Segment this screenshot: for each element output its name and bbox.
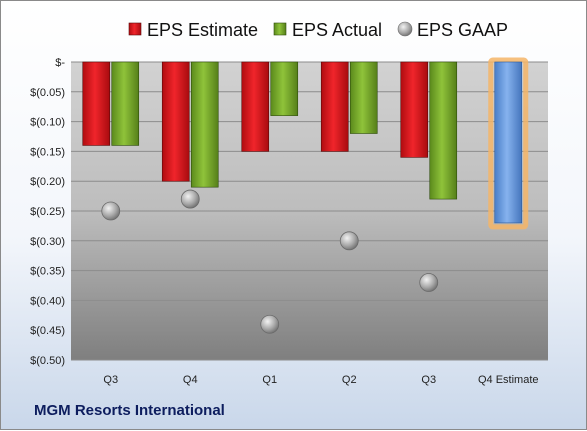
point-eps-gaap — [419, 273, 439, 292]
point-eps-gaap — [180, 189, 200, 209]
bars — [82, 57, 529, 230]
bar-eps-estimate — [161, 61, 190, 182]
y-tick-label: $- — [55, 57, 65, 69]
y-tick-label: $(0.40) — [30, 295, 65, 307]
point-eps-gaap — [101, 201, 121, 221]
company-name: MGM Resorts International — [34, 402, 225, 419]
x-tick-label: Q4 — [183, 374, 198, 386]
x-tick-label: Q2 — [342, 374, 357, 386]
legend-label: EPS Actual — [292, 20, 382, 40]
legend-label: EPS GAAP — [417, 20, 508, 40]
bar-eps-estimate — [241, 61, 270, 152]
y-tick-label: $(0.15) — [30, 146, 65, 158]
y-tick-label: $(0.45) — [30, 325, 65, 337]
bar-eps-actual — [190, 61, 219, 188]
bar-q4-estimate — [494, 61, 523, 224]
bar-eps-estimate — [400, 61, 429, 158]
point-eps-gaap — [260, 314, 280, 334]
bar-eps-actual — [111, 61, 140, 146]
legend-label: EPS Estimate — [147, 20, 258, 40]
legend-swatch-eps-gaap — [397, 21, 413, 37]
x-tick-label: Q4 Estimate — [478, 374, 539, 386]
q4-estimate-highlight — [488, 57, 529, 230]
bar-eps-actual — [349, 61, 378, 134]
y-tick-label: $(0.35) — [30, 266, 65, 278]
legend-swatch-eps-estimate — [128, 22, 142, 36]
bar-eps-estimate — [82, 61, 111, 146]
x-tick-label: Q3 — [103, 374, 118, 386]
y-tick-label: $(0.25) — [30, 206, 65, 218]
legend: EPS Estimate EPS Actual EPS GAAP — [128, 20, 508, 40]
gridlines — [71, 61, 548, 361]
gaap-points — [101, 189, 439, 334]
y-tick-label: $(0.10) — [30, 117, 65, 129]
x-axis-ticks: Q3 Q4 Q1 Q2 Q3 Q4 Estimate — [103, 374, 538, 386]
bar-eps-actual — [429, 61, 458, 200]
x-tick-label: Q3 — [421, 374, 436, 386]
bar-eps-estimate — [320, 61, 349, 152]
y-tick-label: $(0.20) — [30, 176, 65, 188]
x-tick-label: Q1 — [262, 374, 277, 386]
legend-swatch-eps-actual — [273, 22, 287, 36]
y-tick-label: $(0.30) — [30, 236, 65, 248]
y-tick-label: $(0.50) — [30, 355, 65, 367]
y-tick-label: $(0.05) — [30, 87, 65, 99]
y-axis-ticks: $- $(0.05) $(0.10) $(0.15) $(0.20) $(0.25) $(0… — [30, 57, 65, 367]
point-eps-gaap — [339, 231, 359, 251]
bar-eps-actual — [270, 61, 299, 116]
